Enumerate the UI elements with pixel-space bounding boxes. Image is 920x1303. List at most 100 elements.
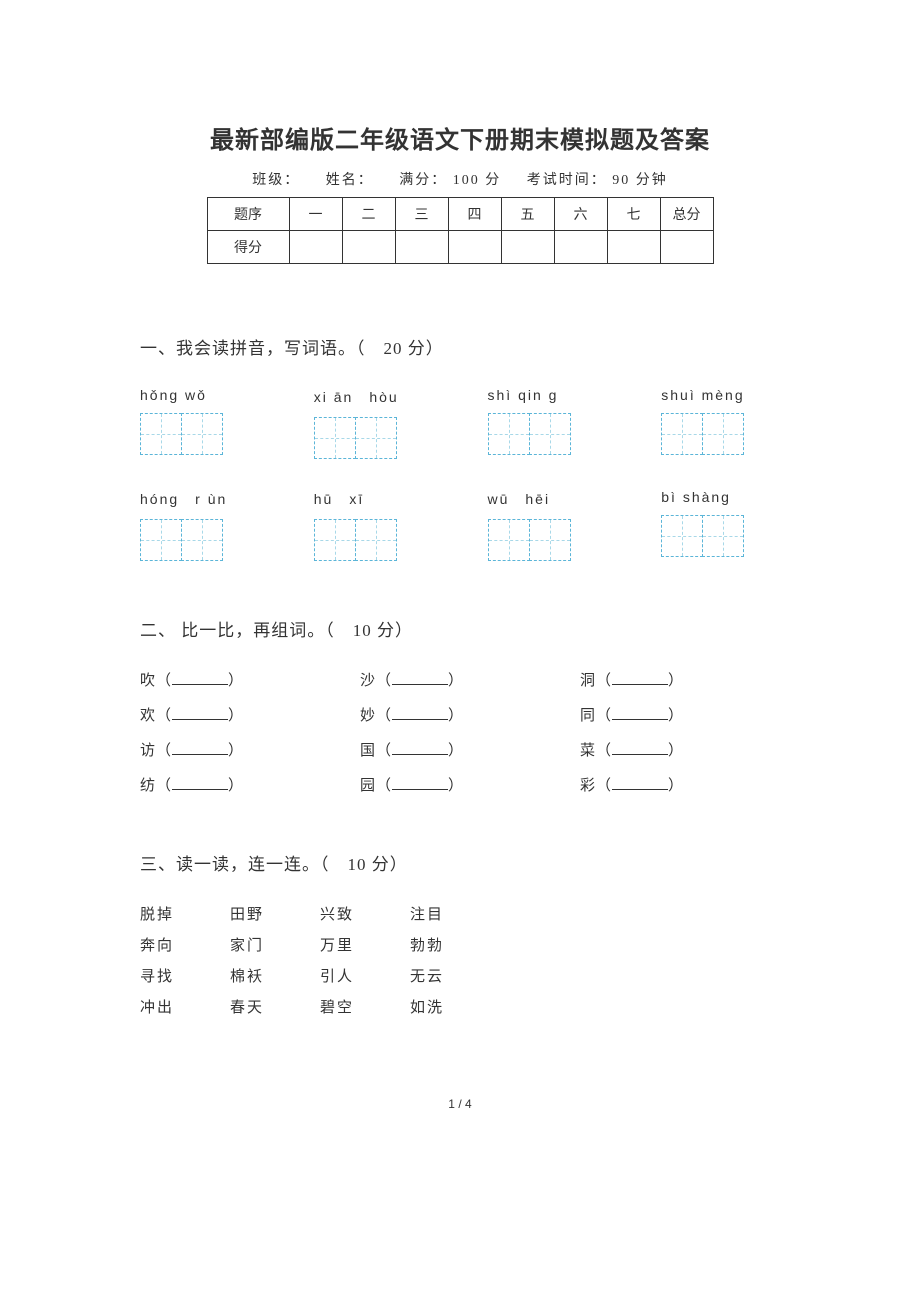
page-number: 1 / 4 — [140, 1097, 780, 1111]
compare-character: 妙 — [360, 708, 376, 724]
pinyin-item: bì shàng — [661, 489, 780, 561]
col-1: 一 — [289, 198, 342, 231]
score-table: 题序 一 二 三 四 五 六 七 总分 得分 — [207, 197, 714, 264]
col-6: 六 — [554, 198, 607, 231]
compare-word-item: 彩（） — [580, 774, 780, 795]
tianzige-cell — [529, 413, 571, 455]
tianzige-cell — [181, 519, 223, 561]
compare-character: 园 — [360, 778, 376, 794]
paren-open: （ — [156, 673, 172, 689]
section-1-heading: 一、我会读拼音，写词语。（ 20 分） — [140, 334, 780, 359]
tianzige-cell — [488, 413, 530, 455]
compare-character: 吹 — [140, 673, 156, 689]
tianzige-box — [140, 413, 259, 455]
tianzige-box — [661, 515, 780, 557]
match-word: 碧空 — [320, 996, 354, 1017]
col-7: 七 — [607, 198, 660, 231]
score-cell — [342, 231, 395, 264]
score-cell — [289, 231, 342, 264]
paren-open: （ — [156, 743, 172, 759]
match-word: 兴致 — [320, 903, 354, 924]
exam-time-label: 考试时间： — [527, 169, 607, 189]
pinyin-item: xi ān hòu — [314, 387, 433, 459]
paren-close: ） — [228, 743, 244, 759]
tianzige-box — [314, 519, 433, 561]
tianzige-box — [140, 519, 259, 561]
compare-character: 访 — [140, 743, 156, 759]
section-3: 三、读一读，连一连。（ 10 分） 脱掉奔向寻找冲出田野家门棉袄春天兴致万里引人… — [140, 850, 780, 1017]
tianzige-box — [314, 417, 433, 459]
tianzige-cell — [314, 519, 356, 561]
tianzige-cell — [181, 413, 223, 455]
compare-character: 沙 — [360, 673, 376, 689]
score-table-score-row: 得分 — [207, 231, 713, 264]
paren-close: ） — [668, 673, 684, 689]
pinyin-text: shuì mèng — [661, 387, 780, 403]
paren-close: ） — [448, 778, 464, 794]
compare-character: 国 — [360, 743, 376, 759]
match-word: 无云 — [410, 965, 444, 986]
col-3: 三 — [395, 198, 448, 231]
exam-time-value: 90 分钟 — [612, 173, 668, 188]
paren-close: ） — [448, 673, 464, 689]
doc-title: 最新部编版二年级语文下册期末模拟题及答案 — [140, 120, 780, 155]
match-word: 如洗 — [410, 996, 444, 1017]
compare-character: 同 — [580, 708, 596, 724]
paren-close: ） — [668, 708, 684, 724]
tianzige-cell — [140, 519, 182, 561]
page-sep: / — [458, 1097, 461, 1111]
paren-close: ） — [668, 743, 684, 759]
pinyin-item: shì qin ɡ — [488, 387, 607, 459]
compare-grid: 吹（）沙（）洞（）欢（）妙（）同（）访（）国（）菜（）纺（）园（）彩（） — [140, 669, 780, 795]
page-current: 1 — [448, 1097, 455, 1111]
col-2: 二 — [342, 198, 395, 231]
pinyin-text: hǒng wǒ — [140, 387, 259, 403]
paren-close: ） — [228, 778, 244, 794]
compare-word-item: 访（ ） — [140, 739, 340, 760]
match-word: 棉袄 — [230, 965, 264, 986]
pinyin-text: shì qin ɡ — [488, 387, 607, 403]
pinyin-row-1: hǒng wǒ xi ān hòu shì qin ɡ shuì mèng — [140, 387, 780, 459]
full-score-label: 满分： — [399, 169, 447, 189]
section-3-heading: 三、读一读，连一连。（ 10 分） — [140, 850, 780, 875]
pinyin-row-2: hóng r ùnhū xīwū hēibì shàng — [140, 489, 780, 561]
paren-close: ） — [668, 778, 684, 794]
tianzige-cell — [661, 515, 703, 557]
fill-blank — [392, 670, 448, 685]
score-label: 得分 — [207, 231, 289, 264]
paren-open: （ — [156, 778, 172, 794]
match-word: 注目 — [410, 903, 444, 924]
match-word: 寻找 — [140, 965, 174, 986]
compare-word-item: 欢（） — [140, 704, 340, 725]
pinyin-text: bì shàng — [661, 489, 780, 505]
tianzige-box — [488, 413, 607, 455]
match-word: 家门 — [230, 934, 264, 955]
tianzige-cell — [529, 519, 571, 561]
col-5: 五 — [501, 198, 554, 231]
match-column: 兴致万里引人碧空 — [320, 903, 354, 1017]
match-word: 田野 — [230, 903, 264, 924]
match-column: 注目勃勃无云如洗 — [410, 903, 444, 1017]
pinyin-text: hóng r ùn — [140, 489, 259, 509]
pinyin-item: shuì mèng — [661, 387, 780, 459]
paren-close: ） — [448, 708, 464, 724]
paren-open: （ — [376, 673, 392, 689]
score-cell — [395, 231, 448, 264]
match-word: 脱掉 — [140, 903, 174, 924]
fill-blank — [392, 705, 448, 720]
paren-open: （ — [376, 743, 392, 759]
match-word: 引人 — [320, 965, 354, 986]
section-1: 一、我会读拼音，写词语。（ 20 分） hǒng wǒ xi ān hòu shì … — [140, 334, 780, 561]
compare-character: 欢 — [140, 708, 156, 724]
compare-character: 菜 — [580, 743, 596, 759]
score-cell — [554, 231, 607, 264]
paren-close: ） — [228, 673, 244, 689]
pinyin-text: xi ān hòu — [314, 387, 433, 407]
compare-word-item: 园（） — [360, 774, 560, 795]
fill-blank — [612, 670, 668, 685]
class-label: 班级： — [252, 169, 300, 189]
match-column: 田野家门棉袄春天 — [230, 903, 264, 1017]
paren-open: （ — [596, 708, 612, 724]
fill-blank — [172, 740, 228, 755]
compare-word-item: 菜（） — [580, 739, 780, 760]
